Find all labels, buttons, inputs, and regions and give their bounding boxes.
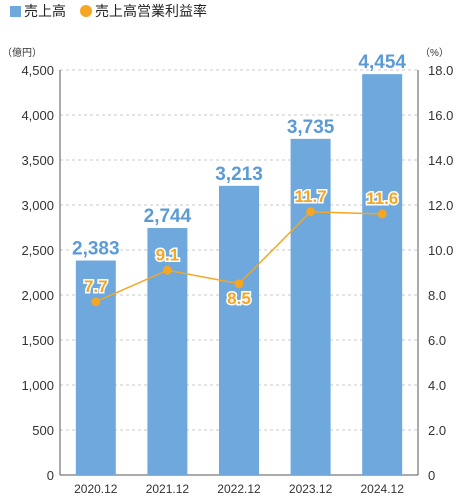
y-left-tick-label: 3,000 — [21, 198, 54, 213]
bar-sales — [362, 74, 403, 475]
x-tick-label: 2020.12 — [74, 482, 118, 496]
y-left-tick-label: 1,000 — [21, 378, 54, 393]
margin-point — [234, 279, 244, 289]
bar-value-label: 4,454 — [358, 52, 406, 73]
legend-item-margin: 売上高営業利益率 — [80, 1, 207, 21]
y-right-tick-label: 8.0 — [428, 288, 446, 303]
y-left-tick-label: 4,500 — [21, 63, 54, 78]
y-right-tick-label: 0 — [428, 468, 435, 483]
y-left-tick-label: 1,500 — [21, 333, 54, 348]
legend-item-sales: 売上高 — [10, 1, 66, 21]
y-right-tick-label: 10.0 — [428, 243, 453, 258]
y-left-tick-label: 500 — [32, 423, 54, 438]
margin-value-label: 9.1 — [156, 245, 180, 264]
margin-value-label: 11.6 — [366, 189, 398, 208]
margin-point — [377, 209, 387, 219]
margin-value-label: 11.7 — [295, 187, 327, 206]
y-right-tick-label: 18.0 — [428, 63, 453, 78]
y-right-tick-label: 12.0 — [428, 198, 453, 213]
legend-swatch-sales — [10, 5, 21, 17]
y-left-tick-label: 0 — [47, 468, 54, 483]
x-tick-label: 2022.12 — [217, 482, 261, 496]
margin-point — [306, 207, 316, 217]
y-right-tick-label: 14.0 — [428, 153, 453, 168]
y-left-tick-label: 4,000 — [21, 108, 54, 123]
bar-value-label: 3,213 — [215, 164, 263, 185]
y-left-tick-label: 2,000 — [21, 288, 54, 303]
x-tick-label: 2024.12 — [361, 482, 405, 496]
margin-value-label: 7.7 — [84, 277, 108, 296]
margin-point — [91, 297, 101, 307]
legend-label-margin: 売上高営業利益率 — [95, 3, 207, 19]
y-left-tick-label: 3,500 — [21, 153, 54, 168]
bar-value-label: 2,383 — [72, 239, 120, 260]
y-right-tick-label: 16.0 — [428, 108, 453, 123]
bar-sales — [219, 185, 259, 475]
right-axis-unit: （%） — [420, 48, 449, 59]
y-right-tick-label: 2.0 — [428, 423, 446, 438]
legend-label-sales: 売上高 — [24, 3, 66, 19]
left-axis-unit: （億円） — [2, 48, 42, 59]
bar-sales — [290, 138, 331, 475]
x-tick-label: 2021.12 — [146, 482, 190, 496]
legend-swatch-margin — [80, 5, 92, 17]
margin-point — [162, 265, 172, 275]
x-tick-label: 2023.12 — [289, 482, 333, 496]
margin-value-label: 8.5 — [227, 289, 251, 308]
y-left-tick-label: 2,500 — [21, 243, 54, 258]
y-right-tick-label: 4.0 — [428, 378, 446, 393]
bar-value-label: 3,735 — [287, 117, 335, 138]
bar-value-label: 2,744 — [144, 206, 192, 227]
y-right-tick-label: 6.0 — [428, 333, 446, 348]
legend: 売上高 売上高営業利益率 — [10, 0, 221, 22]
bar-sales — [147, 228, 188, 475]
